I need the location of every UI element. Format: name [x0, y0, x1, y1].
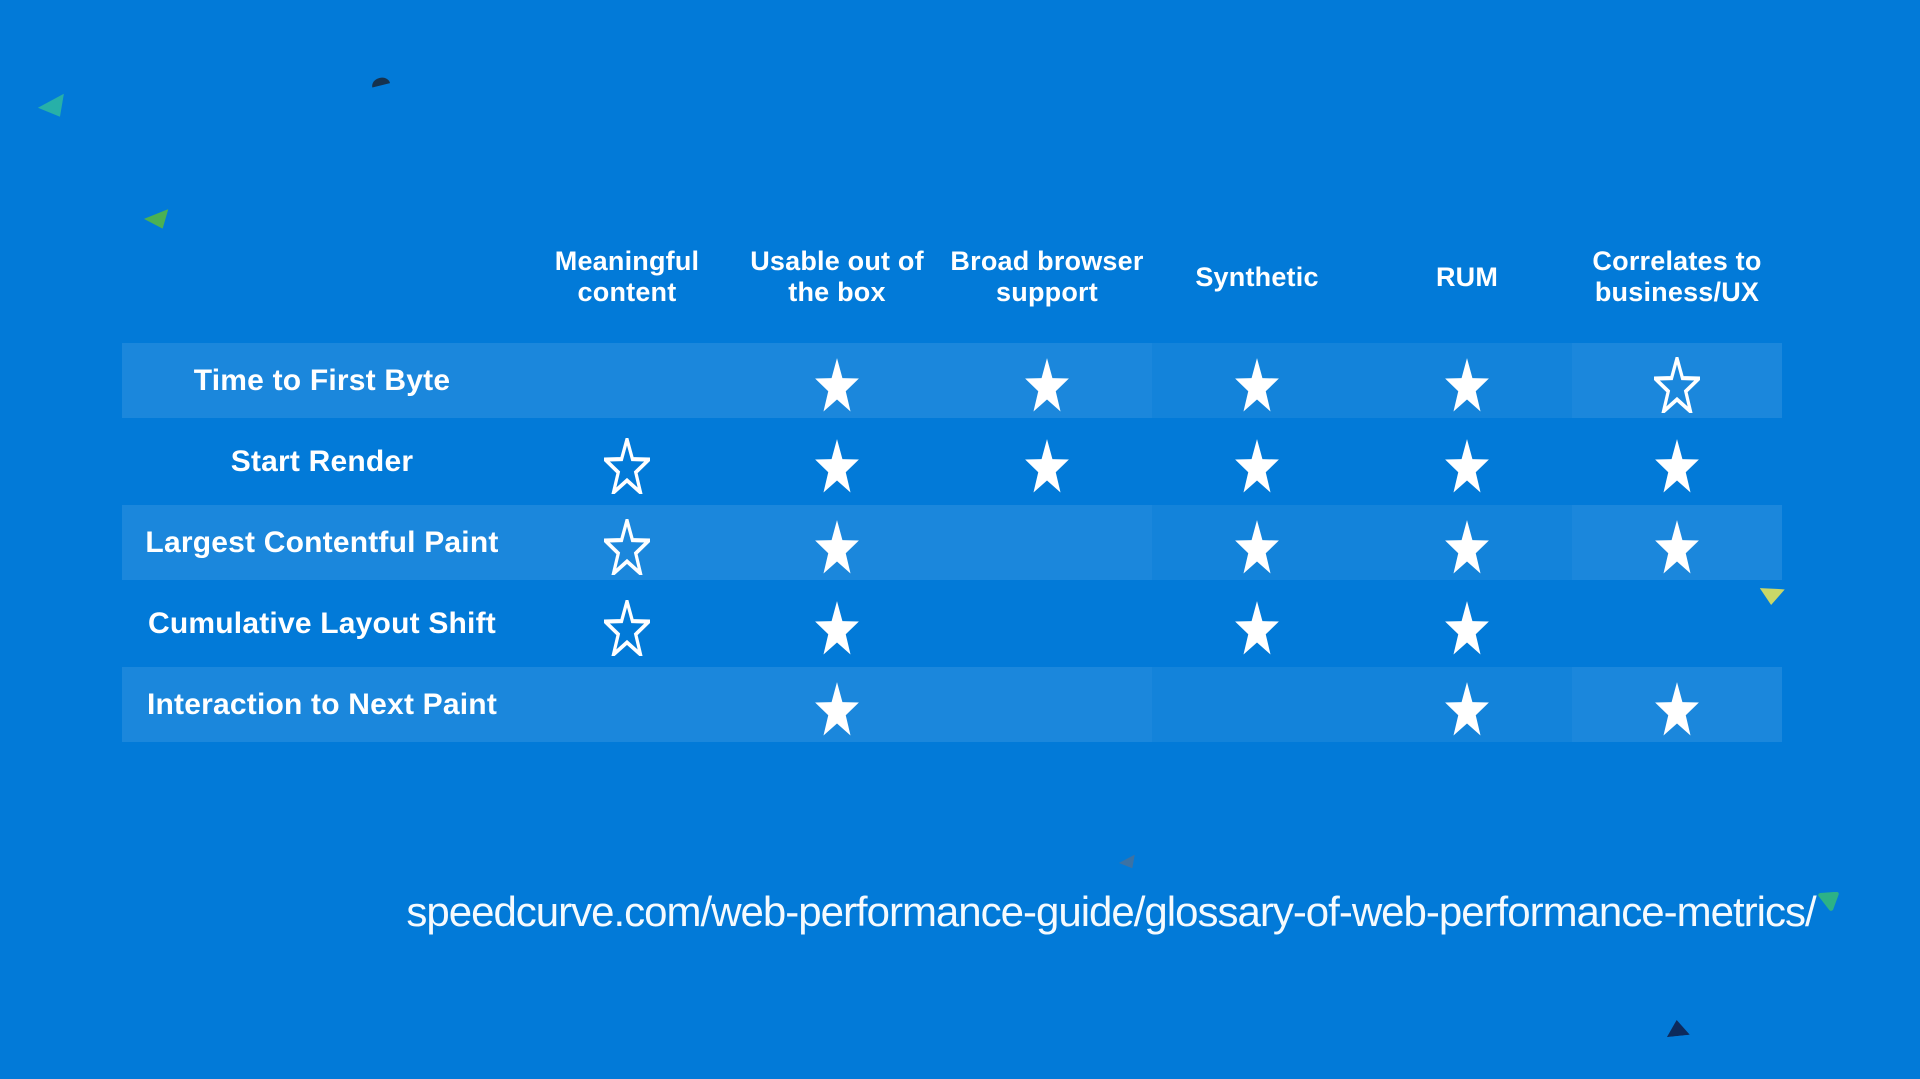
star-filled-icon	[1235, 519, 1279, 574]
star-filled-icon	[1235, 438, 1279, 493]
metric-label-cell: Time to First Byte	[122, 343, 522, 418]
rating-cell	[1362, 667, 1572, 742]
rating-cell	[1152, 667, 1362, 742]
rating-cell	[942, 667, 1152, 742]
table-row: Interaction to Next Paint	[122, 667, 1782, 742]
star-filled-icon	[1445, 438, 1489, 493]
star-filled-icon	[815, 681, 859, 736]
metrics-table-header: Meaningful content Usable out of the box B…	[122, 229, 1782, 325]
rating-cell	[732, 667, 942, 742]
star-filled-icon	[815, 357, 859, 412]
rating-cell	[1572, 505, 1782, 580]
rating-cell	[1572, 424, 1782, 499]
table-row: Time to First Byte	[122, 343, 1782, 418]
confetti-teal-triangle-top-left	[36, 93, 67, 121]
star-filled-icon	[1445, 600, 1489, 655]
column-header: Synthetic	[1195, 261, 1319, 292]
column-header: Usable out of the box	[750, 246, 924, 307]
rating-cell	[1152, 424, 1362, 499]
rating-cell	[1572, 343, 1782, 418]
metric-label-cell: Start Render	[122, 424, 522, 499]
column-header: RUM	[1435, 261, 1499, 292]
star-filled-icon	[1445, 519, 1489, 574]
metric-label-cell: Interaction to Next Paint	[122, 667, 522, 742]
star-filled-icon	[815, 600, 859, 655]
metrics-table: Time to First Byte Start Render Largest Co…	[122, 343, 1782, 748]
rating-cell	[1362, 505, 1572, 580]
star-outline-icon	[604, 518, 650, 575]
rating-cell	[522, 586, 732, 661]
rating-cell	[1152, 505, 1362, 580]
star-outline-icon	[604, 437, 650, 494]
star-filled-icon	[1655, 681, 1699, 736]
star-filled-icon	[1655, 519, 1699, 574]
star-filled-icon	[815, 519, 859, 574]
rating-cell	[1152, 586, 1362, 661]
rating-cell	[732, 343, 942, 418]
rating-cell	[942, 343, 1152, 418]
rating-cell	[522, 424, 732, 499]
star-outline-icon	[604, 599, 650, 656]
confetti-navy-triangle-bottom-right	[1665, 1019, 1690, 1038]
metric-label: Cumulative Layout Shift	[148, 606, 496, 640]
rating-cell	[522, 505, 732, 580]
star-filled-icon	[1235, 357, 1279, 412]
star-filled-icon	[1025, 357, 1069, 412]
rating-cell	[942, 586, 1152, 661]
metric-label: Largest Contentful Paint	[145, 525, 499, 559]
metric-label: Start Render	[230, 444, 414, 478]
column-header: Correlates to business/UX	[1592, 246, 1762, 307]
star-filled-icon	[1025, 438, 1069, 493]
rating-cell	[1152, 343, 1362, 418]
metric-label: Time to First Byte	[193, 363, 451, 397]
column-header: Meaningful content	[554, 246, 700, 307]
confetti-gray-triangle-bottom	[1118, 854, 1137, 871]
star-filled-icon	[1235, 600, 1279, 655]
rating-cell	[732, 424, 942, 499]
star-filled-icon	[1655, 438, 1699, 493]
confetti-green-triangle-left	[143, 209, 169, 230]
confetti-teal-leaf-bottom-right	[1818, 892, 1839, 911]
star-filled-icon	[1445, 357, 1489, 412]
metric-label: Interaction to Next Paint	[146, 687, 498, 721]
table-row: Cumulative Layout Shift	[122, 586, 1782, 661]
metric-label-cell: Cumulative Layout Shift	[122, 586, 522, 661]
metric-label-cell: Largest Contentful Paint	[122, 505, 522, 580]
star-filled-icon	[1445, 681, 1489, 736]
rating-cell	[1362, 586, 1572, 661]
table-row: Start Render	[122, 424, 1782, 499]
column-header: Broad browser support	[950, 246, 1144, 307]
confetti-navy-semicircle-top	[370, 74, 392, 91]
rating-cell	[1362, 343, 1572, 418]
rating-cell	[1572, 667, 1782, 742]
rating-cell	[942, 424, 1152, 499]
rating-cell	[522, 343, 732, 418]
rating-cell	[732, 505, 942, 580]
rating-cell	[732, 586, 942, 661]
star-outline-icon	[1654, 356, 1700, 413]
rating-cell	[1572, 586, 1782, 661]
table-row: Largest Contentful Paint	[122, 505, 1782, 580]
rating-cell	[1362, 424, 1572, 499]
footer-url-text: speedcurve.com/web-performance-guide/glo…	[406, 888, 1816, 935]
rating-cell	[942, 505, 1152, 580]
rating-cell	[522, 667, 732, 742]
star-filled-icon	[815, 438, 859, 493]
